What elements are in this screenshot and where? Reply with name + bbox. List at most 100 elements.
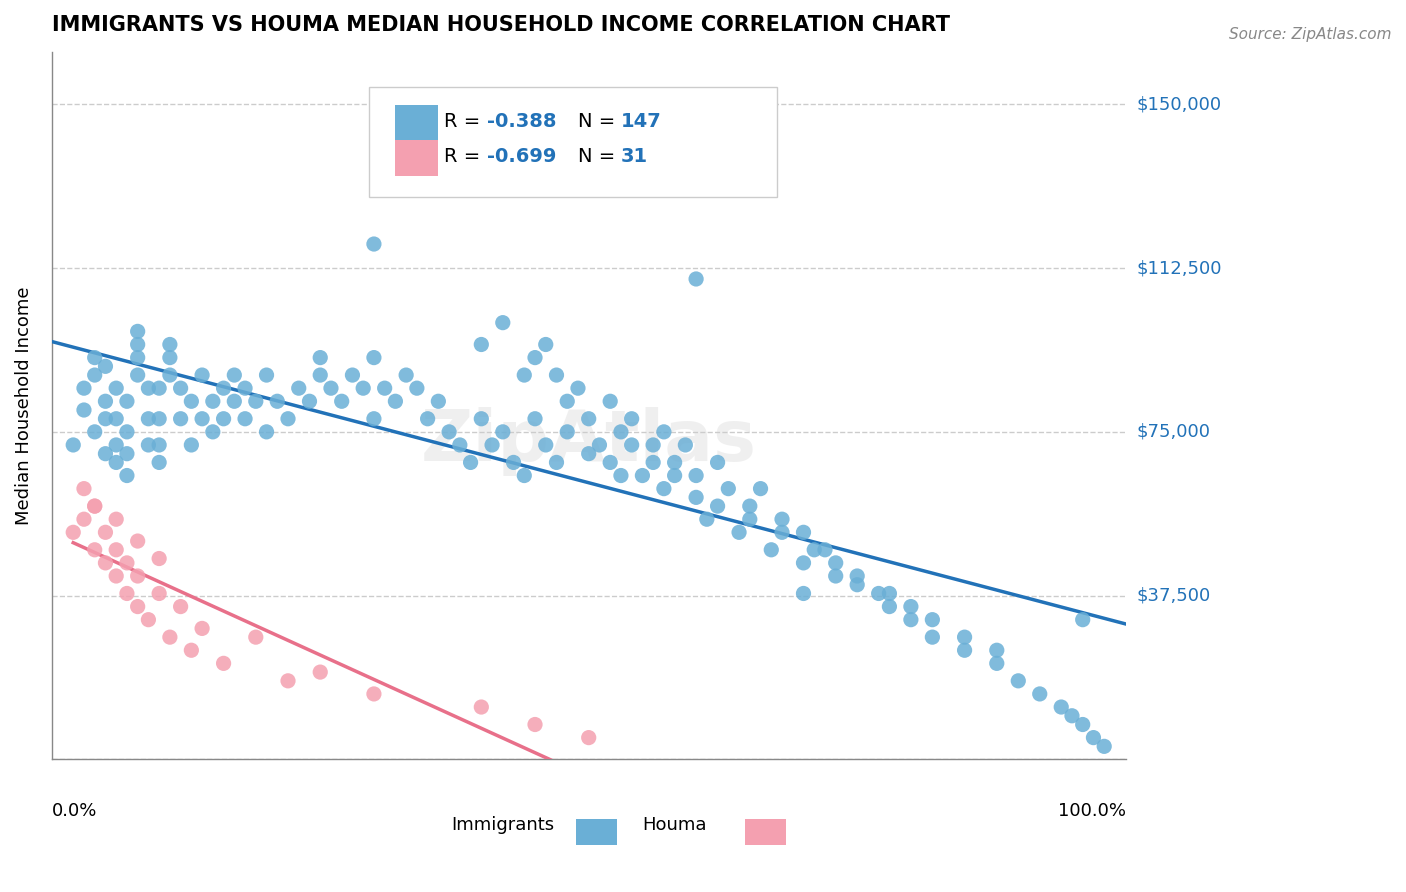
Point [374,381,396,395]
Point [115,586,138,600]
Point [363,411,385,425]
Point [555,425,578,439]
Point [138,438,160,452]
Point [824,569,846,583]
Text: IMMIGRANTS VS HOUMA MEDIAN HOUSEHOLD INCOME CORRELATION CHART: IMMIGRANTS VS HOUMA MEDIAN HOUSEHOLD INC… [52,15,949,35]
Point [567,381,589,395]
Point [534,337,557,351]
Point [492,316,515,330]
Text: 0.0%: 0.0% [52,802,97,820]
Point [770,525,793,540]
Point [900,613,922,627]
Point [115,447,138,461]
Point [588,438,610,452]
Point [94,394,117,409]
Point [406,381,429,395]
Point [685,272,707,286]
Point [342,368,364,382]
Point [73,403,96,417]
Point [127,599,149,614]
Point [363,237,385,252]
Point [749,482,772,496]
Point [427,394,450,409]
Point [717,482,740,496]
Point [94,411,117,425]
Text: Houma: Houma [643,816,707,834]
Point [245,630,267,644]
Point [83,368,105,382]
Point [481,438,503,452]
Point [94,556,117,570]
Point [169,411,191,425]
Point [384,176,406,190]
Point [513,468,536,483]
Point [673,438,696,452]
Point [513,368,536,382]
Point [73,512,96,526]
Point [492,425,515,439]
Point [524,351,547,365]
Point [352,381,374,395]
Point [652,425,675,439]
Point [685,468,707,483]
Point [620,438,643,452]
Point [277,411,299,425]
Text: R =: R = [444,147,486,166]
Point [470,700,492,714]
Point [180,394,202,409]
Point [94,359,117,374]
Point [105,438,128,452]
Point [105,512,128,526]
Point [159,630,181,644]
Point [256,425,278,439]
Point [1083,731,1105,745]
Text: $150,000: $150,000 [1137,95,1222,113]
Point [1007,673,1029,688]
Point [298,394,321,409]
Point [127,325,149,339]
Point [127,534,149,549]
Point [900,599,922,614]
Point [138,613,160,627]
Point [578,447,600,461]
Point [83,499,105,513]
Point [546,368,568,382]
Point [83,351,105,365]
Point [824,556,846,570]
Point [610,425,633,439]
Point [868,586,890,600]
Point [115,556,138,570]
Text: -0.388: -0.388 [486,112,557,131]
Point [224,368,246,382]
Point [309,368,332,382]
Text: Immigrants: Immigrants [451,816,554,834]
Text: N =: N = [578,112,621,131]
Point [643,455,665,469]
Point [664,468,686,483]
Point [62,438,84,452]
Point [115,468,138,483]
Point [201,394,224,409]
Point [319,381,342,395]
Text: N =: N = [578,147,621,166]
Text: -0.699: -0.699 [486,147,555,166]
Point [953,643,976,657]
Point [127,337,149,351]
Text: 147: 147 [621,112,662,131]
Point [83,542,105,557]
Point [83,425,105,439]
Point [224,394,246,409]
Point [761,542,783,557]
Point [986,657,1008,671]
Point [191,411,214,425]
Point [212,381,235,395]
Point [62,525,84,540]
FancyBboxPatch shape [395,105,439,140]
Point [921,630,943,644]
Point [1092,739,1115,754]
Text: ZipAtlas: ZipAtlas [420,407,756,475]
Point [652,482,675,496]
Point [738,512,761,526]
Point [159,351,181,365]
Point [83,499,105,513]
